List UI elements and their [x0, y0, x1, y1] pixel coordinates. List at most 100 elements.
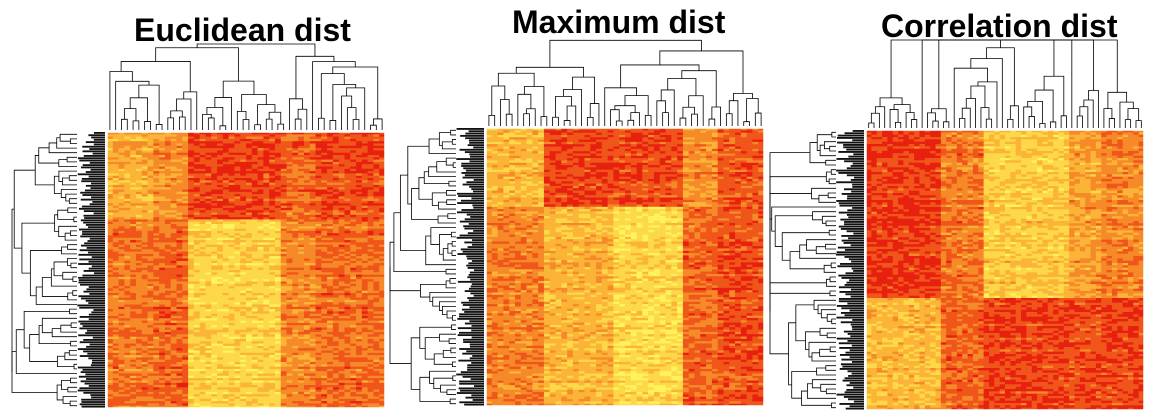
heatmap-cell [373, 339, 380, 342]
heatmap-cell [182, 178, 189, 181]
heatmap-cell [309, 322, 316, 326]
heatmap-cell [159, 136, 166, 140]
heatmap-cell [338, 173, 345, 177]
heatmap-cell [205, 233, 212, 236]
heatmap-cell [124, 148, 131, 151]
heatmap-cell [379, 339, 386, 342]
heatmap-cell [373, 334, 380, 338]
heatmap-cell [240, 240, 247, 243]
heatmap-cell [234, 217, 241, 220]
heatmap-cell [286, 201, 293, 204]
heatmap-cell [327, 283, 334, 287]
heatmap-cell [350, 244, 357, 248]
heatmap-cell [332, 288, 340, 292]
heatmap-cell [298, 322, 305, 326]
heatmap-cell [135, 267, 143, 271]
heatmap-cell [135, 299, 143, 303]
heatmap-cell [373, 329, 380, 333]
heatmap-cell [309, 336, 316, 340]
heatmap-cell [246, 355, 253, 358]
heatmap-cell [379, 329, 386, 333]
heatmap-cell [274, 161, 282, 165]
heatmap-cell [309, 366, 316, 370]
heatmap-cell [159, 164, 166, 167]
heatmap-cell [292, 286, 299, 289]
heatmap-cell [211, 311, 218, 315]
heatmap-cell [303, 237, 311, 241]
heatmap-cell [159, 155, 166, 158]
heatmap-cell [107, 297, 114, 301]
heatmap-cell [135, 194, 143, 197]
heatmap-cell [118, 194, 125, 197]
heatmap-cell [228, 152, 235, 156]
heatmap-cell [170, 178, 177, 181]
heatmap-cell [286, 178, 293, 181]
heatmap-cell [124, 244, 131, 248]
heatmap-cell [263, 203, 270, 206]
heatmap-cell [321, 168, 328, 172]
heatmap-cell [379, 366, 386, 370]
heatmap-cell [130, 214, 137, 218]
heatmap-cell [182, 159, 189, 163]
heatmap-cell [211, 274, 218, 278]
heatmap-cell [292, 221, 299, 225]
heatmap-cell [170, 244, 177, 248]
heatmap-cell [118, 247, 125, 250]
heatmap-cell [107, 309, 114, 312]
heatmap-cell [269, 345, 276, 349]
heatmap-cell [112, 320, 119, 324]
heatmap-cell [338, 272, 345, 275]
heatmap-cell [240, 152, 247, 156]
heatmap-cell [240, 288, 247, 292]
heatmap-cell [118, 168, 125, 172]
heatmap-cell [228, 201, 235, 204]
heatmap-cell [182, 207, 189, 211]
heatmap-cell [228, 320, 235, 324]
heatmap-cell [240, 132, 247, 135]
heatmap-cell [332, 348, 340, 351]
heatmap-cell [246, 348, 253, 351]
heatmap-cell [199, 299, 206, 303]
heatmap-cell [269, 265, 276, 269]
heatmap-cell [286, 339, 293, 342]
heatmap-cell [321, 297, 328, 301]
heatmap-cell [246, 270, 253, 273]
heatmap-cell [147, 201, 154, 204]
heatmap-cell [153, 210, 160, 213]
heatmap-cell [350, 357, 357, 361]
heatmap-cell [344, 224, 351, 227]
heatmap-cell [327, 230, 334, 234]
heatmap-cell [199, 247, 206, 250]
heatmap-cell [124, 166, 131, 170]
heatmap-cell [309, 141, 316, 144]
heatmap-cell [147, 350, 154, 354]
heatmap-cell [112, 355, 119, 358]
heatmap-cell [350, 194, 357, 197]
heatmap-cell [164, 274, 172, 278]
heatmap-cell [205, 150, 212, 154]
heatmap-cell [321, 334, 328, 338]
heatmap-cell [118, 341, 125, 344]
heatmap-cell [344, 343, 351, 347]
heatmap-cell [356, 150, 363, 154]
heatmap-cell [107, 224, 114, 227]
heatmap-cell [315, 228, 322, 232]
heatmap-cell [315, 159, 322, 163]
heatmap-cell [274, 226, 282, 229]
heatmap-cell [286, 141, 293, 144]
heatmap-cell [170, 368, 177, 372]
heatmap-cell [315, 265, 322, 269]
heatmap-cell [112, 258, 119, 262]
heatmap-cell [228, 230, 235, 234]
heatmap-cell [344, 288, 351, 292]
heatmap-cell [263, 207, 270, 211]
heatmap-cell [240, 355, 247, 358]
heatmap-cell [170, 267, 177, 271]
heatmap-cell [141, 141, 148, 144]
heatmap-cell [112, 180, 119, 183]
heatmap-cell [344, 141, 351, 144]
heatmap-cell [361, 352, 369, 356]
heatmap-cell [170, 362, 177, 365]
heatmap-cell [263, 362, 270, 365]
heatmap-cell [309, 299, 316, 303]
